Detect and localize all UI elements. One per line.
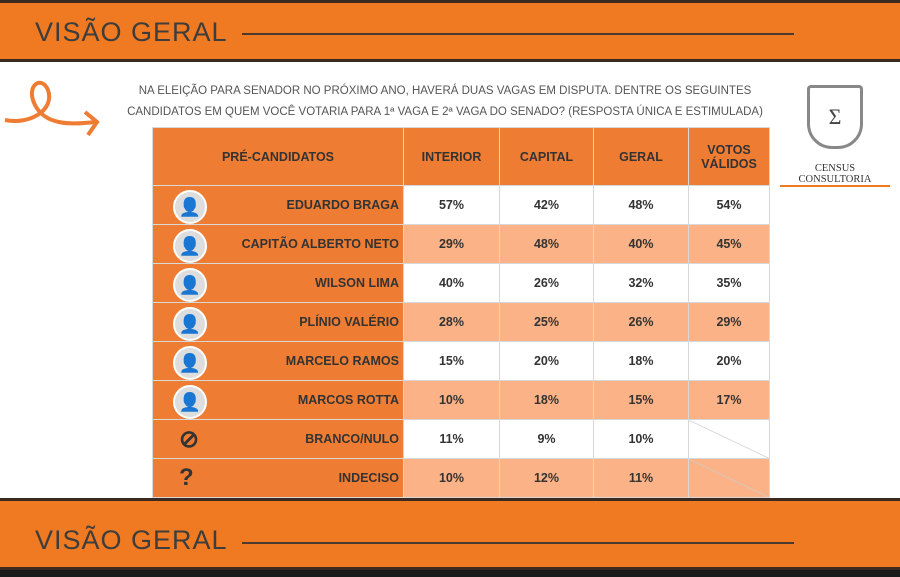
value-cell: 40% <box>593 224 689 264</box>
value-cell: 29% <box>403 224 500 264</box>
value-cell: 48% <box>593 185 689 225</box>
candidate-name-cell: 👤 MARCOS ROTTA <box>152 380 404 420</box>
candidate-name-cell: ⊘ BRANCO/NULO <box>152 419 404 459</box>
col-header-votos-validos: VOTOS VÁLIDOS <box>688 127 770 186</box>
value-cell: 29% <box>688 302 770 342</box>
value-cell: 32% <box>593 263 689 303</box>
candidate-name-cell: 👤 WILSON LIMA <box>152 263 404 303</box>
logo-name: CENSUS CONSULTORIA <box>780 163 890 187</box>
prohibited-icon: ⊘ <box>179 426 200 453</box>
value-cell: 20% <box>499 341 594 381</box>
candidate-photo-avatar: 👤 <box>173 190 207 224</box>
value-cell: 40% <box>403 263 500 303</box>
value-cell <box>688 419 770 459</box>
results-table: PRÉ-CANDIDATOS INTERIOR CAPITAL GERAL VO… <box>152 127 770 498</box>
table-row: 👤 MARCELO RAMOS 15% 20% 18% 20% <box>152 341 770 381</box>
question-line-1: NA ELEIÇÃO PARA SENADOR NO PRÓXIMO ANO, … <box>138 85 752 97</box>
footer-band: VISÃO GERAL <box>0 498 900 570</box>
value-cell: 26% <box>593 302 689 342</box>
candidate-name-cell: 👤 MARCELO RAMOS <box>152 341 404 381</box>
value-cell: 26% <box>499 263 594 303</box>
candidate-name: EDUARDO BRAGA <box>286 198 400 212</box>
question-line-2: CANDIDATOS EM QUEM VOCÊ VOTARIA PARA 1ª … <box>127 106 763 118</box>
candidate-name: PLÍNIO VALÉRIO <box>299 315 399 329</box>
table-row: 👤 WILSON LIMA 40% 26% 32% 35% <box>152 263 770 303</box>
value-cell: 25% <box>499 302 594 342</box>
candidate-name: INDECISO <box>338 471 399 485</box>
col-header-candidates: PRÉ-CANDIDATOS <box>152 127 404 186</box>
value-cell <box>688 458 770 498</box>
candidate-name: MARCOS ROTTA <box>297 393 399 407</box>
candidate-name-cell: 👤 EDUARDO BRAGA <box>152 185 404 225</box>
census-logo: Σ CENSUS CONSULTORIA <box>780 80 890 187</box>
header-title: VISÃO GERAL <box>35 17 228 47</box>
candidate-name-cell: 👤 CAPITÃO ALBERTO NETO <box>152 224 404 264</box>
candidate-photo-avatar: 👤 <box>173 346 207 380</box>
table-row: ? INDECISO 10% 12% 11% <box>152 458 770 498</box>
candidate-name: WILSON LIMA <box>314 276 399 290</box>
value-cell: 15% <box>403 341 500 381</box>
value-cell: 11% <box>403 419 500 459</box>
swirl-arrow-icon <box>4 80 100 137</box>
value-cell: 20% <box>688 341 770 381</box>
footer-divider <box>242 542 794 544</box>
census-seal-icon: Σ <box>807 85 863 149</box>
col-header-geral: GERAL <box>593 127 689 186</box>
value-cell: 15% <box>593 380 689 420</box>
candidate-name-cell: ? INDECISO <box>152 458 404 498</box>
undecided-person-icon: ? <box>179 464 194 491</box>
candidate-name: BRANCO/NULO <box>305 432 399 446</box>
value-cell: 35% <box>688 263 770 303</box>
value-cell: 10% <box>593 419 689 459</box>
col-header-capital: CAPITAL <box>499 127 594 186</box>
candidate-photo-avatar: 👤 <box>173 229 207 263</box>
value-cell: 42% <box>499 185 594 225</box>
survey-question: NA ELEIÇÃO PARA SENADOR NO PRÓXIMO ANO, … <box>110 81 780 123</box>
table-row: 👤 PLÍNIO VALÉRIO 28% 25% 26% 29% <box>152 302 770 342</box>
value-cell: 18% <box>593 341 689 381</box>
value-cell: 54% <box>688 185 770 225</box>
value-cell: 18% <box>499 380 594 420</box>
value-cell: 48% <box>499 224 594 264</box>
value-cell: 9% <box>499 419 594 459</box>
header-divider <box>242 33 794 35</box>
candidate-name-cell: 👤 PLÍNIO VALÉRIO <box>152 302 404 342</box>
table-row: 👤 CAPITÃO ALBERTO NETO 29% 48% 40% 45% <box>152 224 770 264</box>
candidate-photo-avatar: 👤 <box>173 268 207 302</box>
table-row: ⊘ BRANCO/NULO 11% 9% 10% <box>152 419 770 459</box>
table-row: 👤 EDUARDO BRAGA 57% 42% 48% 54% <box>152 185 770 225</box>
value-cell: 12% <box>499 458 594 498</box>
value-cell: 28% <box>403 302 500 342</box>
value-cell: 10% <box>403 380 500 420</box>
value-cell: 57% <box>403 185 500 225</box>
value-cell: 10% <box>403 458 500 498</box>
table-row: 👤 MARCOS ROTTA 10% 18% 15% 17% <box>152 380 770 420</box>
candidate-photo-avatar: 👤 <box>173 307 207 341</box>
candidate-name: CAPITÃO ALBERTO NETO <box>241 237 399 251</box>
candidate-photo-avatar: 👤 <box>173 385 207 419</box>
value-cell: 45% <box>688 224 770 264</box>
value-cell: 17% <box>688 380 770 420</box>
header-band: VISÃO GERAL <box>0 0 900 62</box>
candidate-name: MARCELO RAMOS <box>285 354 399 368</box>
value-cell: 11% <box>593 458 689 498</box>
footer-title: VISÃO GERAL <box>35 525 228 555</box>
col-header-interior: INTERIOR <box>403 127 500 186</box>
